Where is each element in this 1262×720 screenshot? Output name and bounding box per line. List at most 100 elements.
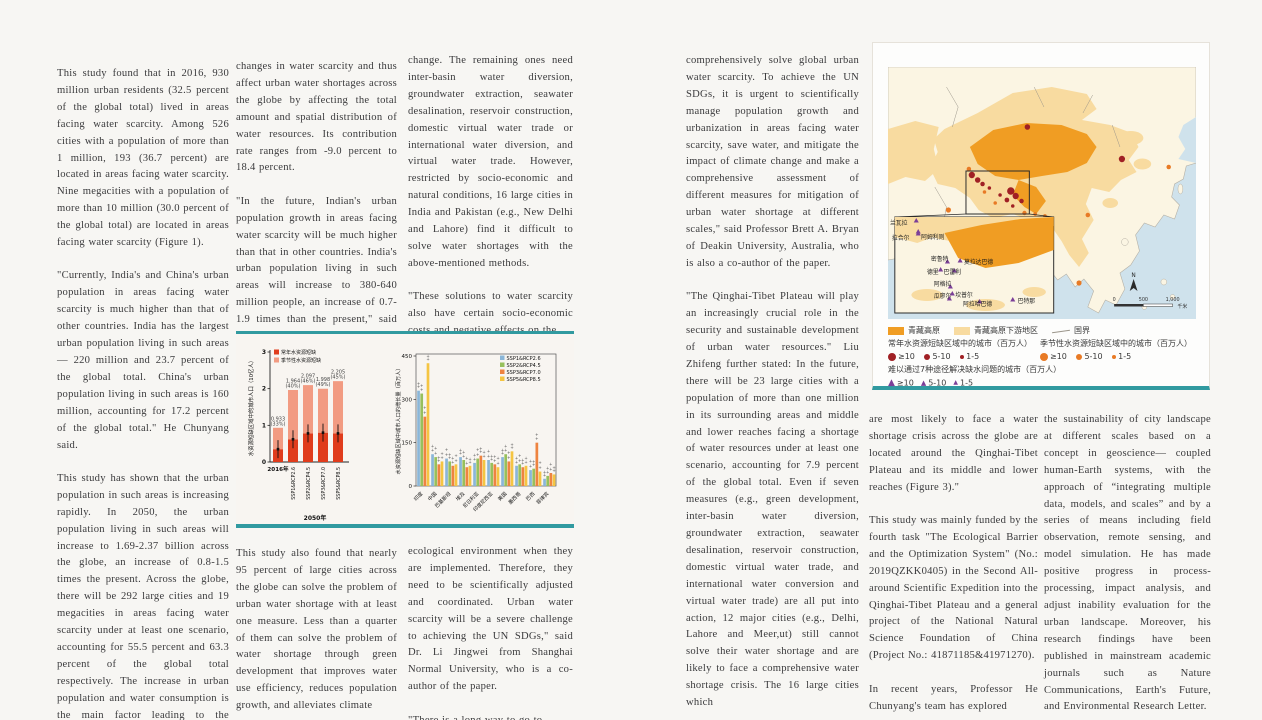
inset-patch — [965, 299, 1005, 311]
figure1-charts: 0 1 2 3 水资源短缺区域中的城市人口（10亿人） 0.933 (33%) 2016年 1.… — [236, 331, 574, 528]
scale-tick: 500 — [1139, 297, 1148, 303]
inset-city-label: 德里 — [927, 268, 939, 276]
svg-text:SSP2&RCP4.5: SSP2&RCP4.5 — [507, 363, 541, 369]
svg-text:+: + — [543, 472, 546, 477]
svg-text:+: + — [451, 455, 454, 460]
svg-text:+: + — [504, 448, 507, 453]
svg-text:+: + — [462, 450, 465, 455]
perennial-dot-icon — [888, 352, 896, 361]
svg-text:2016年: 2016年 — [267, 465, 289, 473]
svg-text:+: + — [487, 454, 490, 459]
perennial-city-marker — [1007, 187, 1015, 195]
downstream-region-west — [888, 121, 939, 184]
svg-text:+: + — [431, 448, 434, 453]
perennial-city-marker — [1012, 192, 1019, 200]
perennial-city-marker — [1011, 204, 1015, 208]
svg-text:+: + — [437, 455, 440, 460]
svg-text:+: + — [482, 454, 485, 459]
north-arrow-icon — [1129, 279, 1138, 291]
svg-text:+: + — [487, 449, 490, 454]
border-line-icon — [1052, 329, 1070, 333]
plateau-region — [969, 123, 1097, 180]
svg-text:中国: 中国 — [426, 490, 438, 502]
svg-text:+: + — [465, 456, 468, 461]
svg-text:+: + — [420, 383, 423, 388]
inset-city-label: 阿拉哈巴德 — [963, 300, 992, 308]
legend-label: 青藏高原下游地区 — [974, 326, 1038, 335]
downstream-swatch — [954, 327, 970, 335]
svg-text:+: + — [459, 451, 462, 456]
svg-text:+: + — [448, 452, 451, 457]
svg-text:常年水资源短缺: 常年水资源短缺 — [281, 349, 316, 356]
svg-text:菲律宾: 菲律宾 — [535, 490, 551, 506]
svg-text:+: + — [476, 452, 479, 457]
svg-text:+: + — [445, 452, 448, 457]
size-label: 5-10 — [932, 352, 951, 361]
triangle-icon: ▲ — [888, 378, 895, 388]
size-label: ≥10 — [898, 352, 915, 361]
perennial-dot-icon — [960, 354, 965, 359]
svg-text:+: + — [426, 354, 429, 359]
inset-city-label: 密鲁特 — [931, 255, 949, 263]
svg-text:+: + — [454, 453, 457, 458]
svg-text:+: + — [546, 469, 549, 474]
svg-text:300: 300 — [402, 397, 413, 403]
seasonal-dot-icon — [1040, 352, 1048, 361]
svg-text:+: + — [524, 455, 527, 460]
perennial-city-marker — [1118, 155, 1126, 163]
perennial-dot-icon — [924, 353, 931, 360]
legend-row-regions: 青藏高原 青藏高原下游地区 国界 — [888, 325, 1200, 337]
svg-text:450: 450 — [402, 354, 413, 360]
scalebar-segment — [1114, 304, 1144, 307]
yellow-sea — [1178, 117, 1196, 163]
left-column-1: This study found that in 2016, 930 milli… — [57, 66, 229, 720]
svg-text:+: + — [496, 461, 499, 466]
svg-text:+: + — [535, 432, 538, 437]
svg-text:埃及: 埃及 — [454, 490, 466, 502]
svg-text:SSP3&RCP7.0: SSP3&RCP7.0 — [507, 370, 541, 376]
legend-title: 常年水资源短缺区域中的城市（百万人） — [888, 339, 1032, 348]
svg-text:+: + — [431, 444, 434, 449]
svg-text:0.933: 0.933 — [271, 416, 285, 422]
svg-text:+: + — [507, 455, 510, 460]
hard-city-marker — [1010, 297, 1016, 302]
svg-text:印度: 印度 — [412, 490, 424, 502]
svg-text:1.964: 1.964 — [286, 378, 300, 384]
legend-row-triangles: ▲ ≥10 ▲ 5-10 ▲ 1-5 — [888, 377, 1200, 390]
svg-text:+: + — [524, 459, 527, 464]
figure3-map: 兰瓦拉 拉合尔 阿姆利则 密鲁特 莫拉达巴德 德里 巴雷利 阿格拉 瓜廖尔 坎普尔 阿拉哈巴德 巴特那… — [872, 42, 1210, 390]
svg-text:+: + — [546, 465, 549, 470]
svg-text:+: + — [493, 454, 496, 459]
paragraph: "There is a long way to go to — [408, 713, 573, 720]
svg-text:+: + — [510, 442, 513, 447]
inset-city-label: 拉合尔 — [892, 234, 910, 242]
seasonal-dot-icon — [1076, 353, 1083, 360]
scale-unit: 千米 — [1177, 303, 1187, 310]
svg-text:2.205: 2.205 — [331, 370, 345, 376]
svg-text:3: 3 — [262, 349, 266, 356]
inset-city-label: 阿格拉 — [934, 280, 952, 288]
svg-text:+: + — [434, 451, 437, 456]
perennial-city-marker — [987, 186, 992, 190]
paragraph: "Currently, India's and China's urban po… — [57, 270, 229, 451]
inset-city-label: 阿姆利则 — [921, 233, 944, 241]
svg-text:+: + — [518, 458, 521, 463]
svg-text:水资源短缺区域中城市人口的增长量（百万人）: 水资源短缺区域中城市人口的增长量（百万人） — [394, 366, 402, 475]
svg-text:+: + — [543, 469, 546, 474]
paragraph: This study found that in 2016, 930 milli… — [57, 68, 230, 249]
svg-text:+: + — [552, 468, 555, 473]
paragraph: "The Qinghai-Tibet Plateau will play an … — [686, 291, 859, 709]
svg-text:+: + — [434, 446, 437, 451]
perennial-city-marker — [1004, 197, 1010, 203]
svg-text:+: + — [468, 456, 471, 461]
inset-city-label: 兰瓦拉 — [890, 219, 908, 227]
svg-text:+: + — [423, 405, 426, 410]
perennial-city-marker — [980, 181, 985, 187]
seasonal-city-marker — [982, 190, 987, 194]
hard-city-marker — [938, 267, 944, 272]
inset-city-label: 巴雷利 — [944, 268, 962, 276]
stacked-bar-chart: 0 1 2 3 水资源短缺区域中的城市人口（10亿人） 0.933(33%) 2016年 1.… — [247, 349, 349, 522]
paragraph: This study was mainly funded by the four… — [869, 515, 1038, 662]
perennial-city-marker — [1024, 124, 1031, 130]
inset-city-label: 瓜廖尔 — [934, 292, 952, 300]
